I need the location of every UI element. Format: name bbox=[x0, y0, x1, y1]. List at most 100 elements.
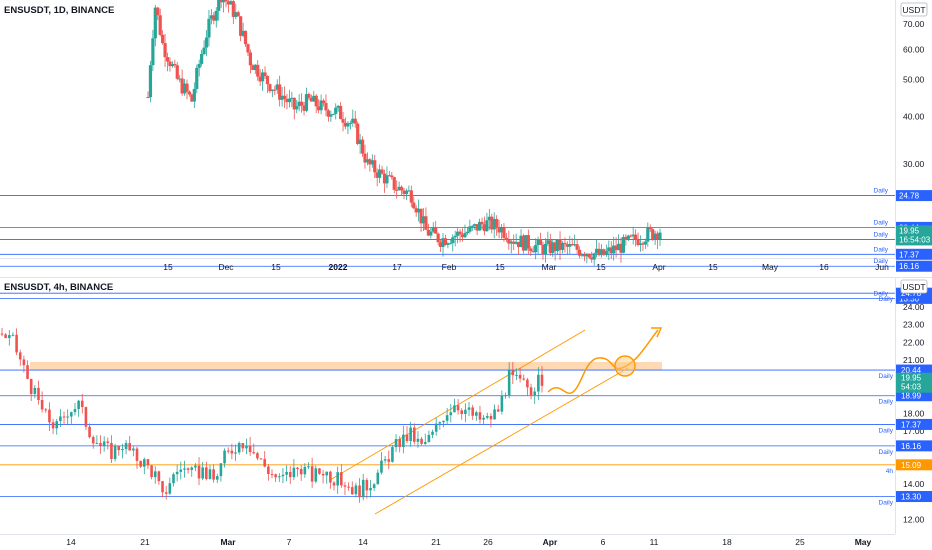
top-x-tick: Apr bbox=[652, 262, 665, 272]
top-candle bbox=[146, 97, 150, 99]
top-candle bbox=[239, 16, 243, 36]
channel-upper-line[interactable] bbox=[329, 329, 586, 481]
bottom-candle bbox=[387, 459, 391, 462]
top-candle bbox=[573, 244, 577, 246]
bottom-candle bbox=[172, 474, 175, 484]
top-candle bbox=[590, 257, 594, 260]
bottom-candle bbox=[22, 359, 26, 366]
top-candle bbox=[580, 254, 584, 256]
top-candle bbox=[219, 0, 223, 3]
top-candle bbox=[175, 65, 179, 79]
bottom-candle bbox=[223, 450, 226, 464]
top-candle bbox=[409, 190, 413, 203]
bottom-x-tick: 14 bbox=[358, 537, 368, 547]
bottom-candle bbox=[533, 391, 537, 396]
top-candle bbox=[460, 234, 465, 238]
supply-zone-rect[interactable] bbox=[30, 361, 662, 371]
top-candle bbox=[292, 97, 296, 110]
bottom-candle bbox=[318, 468, 321, 474]
top-candle bbox=[412, 202, 416, 209]
bottom-candle bbox=[15, 334, 18, 353]
bottom-candle bbox=[26, 365, 29, 379]
top-candle bbox=[480, 221, 484, 225]
top-candle bbox=[158, 15, 162, 35]
top-candle bbox=[575, 244, 579, 250]
top-candle bbox=[202, 47, 206, 54]
bottom-candle bbox=[434, 423, 438, 432]
top-candle bbox=[173, 64, 177, 66]
top-candle bbox=[312, 95, 316, 102]
bottom-x-tick: 21 bbox=[140, 537, 150, 547]
top-candle bbox=[217, 0, 221, 11]
top-x-tick: 15 bbox=[271, 262, 281, 272]
bottom-candle bbox=[471, 407, 474, 416]
bottom-candle bbox=[365, 479, 369, 491]
top-candle bbox=[336, 105, 340, 108]
bottom-candle bbox=[310, 466, 314, 482]
top-candle bbox=[526, 235, 530, 249]
top-candle bbox=[582, 254, 587, 257]
top-y-tick: 40.00 bbox=[903, 111, 925, 121]
top-unit-box[interactable] bbox=[900, 2, 928, 17]
bottom-candle bbox=[464, 409, 467, 415]
bottom-candle bbox=[7, 335, 11, 339]
bottom-candle bbox=[124, 443, 128, 449]
top-candle bbox=[516, 241, 521, 248]
top-candle bbox=[234, 12, 238, 17]
top-candle bbox=[553, 242, 557, 252]
top-candle bbox=[397, 186, 401, 191]
bottom-unit-box[interactable] bbox=[900, 279, 928, 294]
breakout-circle[interactable] bbox=[614, 355, 636, 377]
bottom-candle bbox=[299, 468, 303, 475]
bottom-candle bbox=[11, 334, 15, 336]
top-candle bbox=[331, 113, 335, 115]
bottom-x-tick: 6 bbox=[601, 537, 606, 547]
bottom-candle bbox=[489, 415, 493, 420]
top-pane[interactable] bbox=[0, 0, 895, 258]
top-level-name: Daily bbox=[874, 232, 889, 239]
bottom-candle bbox=[99, 443, 102, 446]
top-candle bbox=[380, 169, 384, 174]
top-level-tag bbox=[896, 260, 932, 272]
top-candle bbox=[334, 107, 338, 114]
top-candle bbox=[485, 220, 489, 232]
bottom-candle bbox=[245, 445, 248, 449]
top-candle bbox=[168, 61, 172, 67]
bottom-candle bbox=[40, 400, 44, 410]
bottom-candle bbox=[77, 400, 80, 410]
top-candle bbox=[214, 10, 218, 21]
top-candle bbox=[499, 227, 504, 233]
projection-path[interactable] bbox=[547, 329, 659, 394]
top-candle bbox=[278, 84, 282, 100]
top-candle bbox=[599, 249, 604, 256]
channel-lower-line[interactable] bbox=[374, 367, 629, 515]
bottom-level-tag-text: 16.16 bbox=[901, 442, 922, 451]
bottom-candle bbox=[485, 415, 489, 418]
bottom-chart-title: ENSUSDT, 4h, BINANCE bbox=[4, 282, 113, 293]
bottom-candle bbox=[37, 387, 40, 401]
top-level-lines: Daily Daily Daily Daily Daily Daily bbox=[0, 188, 895, 299]
bottom-candle bbox=[234, 452, 237, 454]
bottom-candle bbox=[347, 486, 350, 488]
top-level-tag-text: 17.37 bbox=[899, 250, 920, 259]
bottom-level-tag bbox=[896, 440, 932, 452]
top-candle bbox=[597, 248, 601, 256]
bottom-pane[interactable] bbox=[0, 278, 895, 534]
top-candle bbox=[253, 64, 257, 70]
top-candle bbox=[531, 251, 535, 253]
bottom-candle bbox=[456, 405, 460, 411]
top-candle bbox=[646, 227, 650, 242]
top-candle bbox=[529, 248, 533, 252]
top-candle bbox=[504, 237, 508, 240]
bottom-candle bbox=[526, 379, 529, 388]
top-level-tag bbox=[896, 190, 932, 202]
bottom-level-name: Daily bbox=[879, 427, 894, 434]
orange-level-name: 4h bbox=[886, 468, 894, 475]
top-candle bbox=[421, 216, 426, 224]
bottom-candle bbox=[329, 471, 332, 483]
top-level-name: Daily bbox=[874, 246, 889, 253]
bottom-level-tag bbox=[896, 418, 932, 430]
bottom-x-tick: 18 bbox=[722, 537, 732, 547]
bottom-x-tick: 25 bbox=[795, 537, 805, 547]
bottom-candle bbox=[146, 459, 150, 466]
